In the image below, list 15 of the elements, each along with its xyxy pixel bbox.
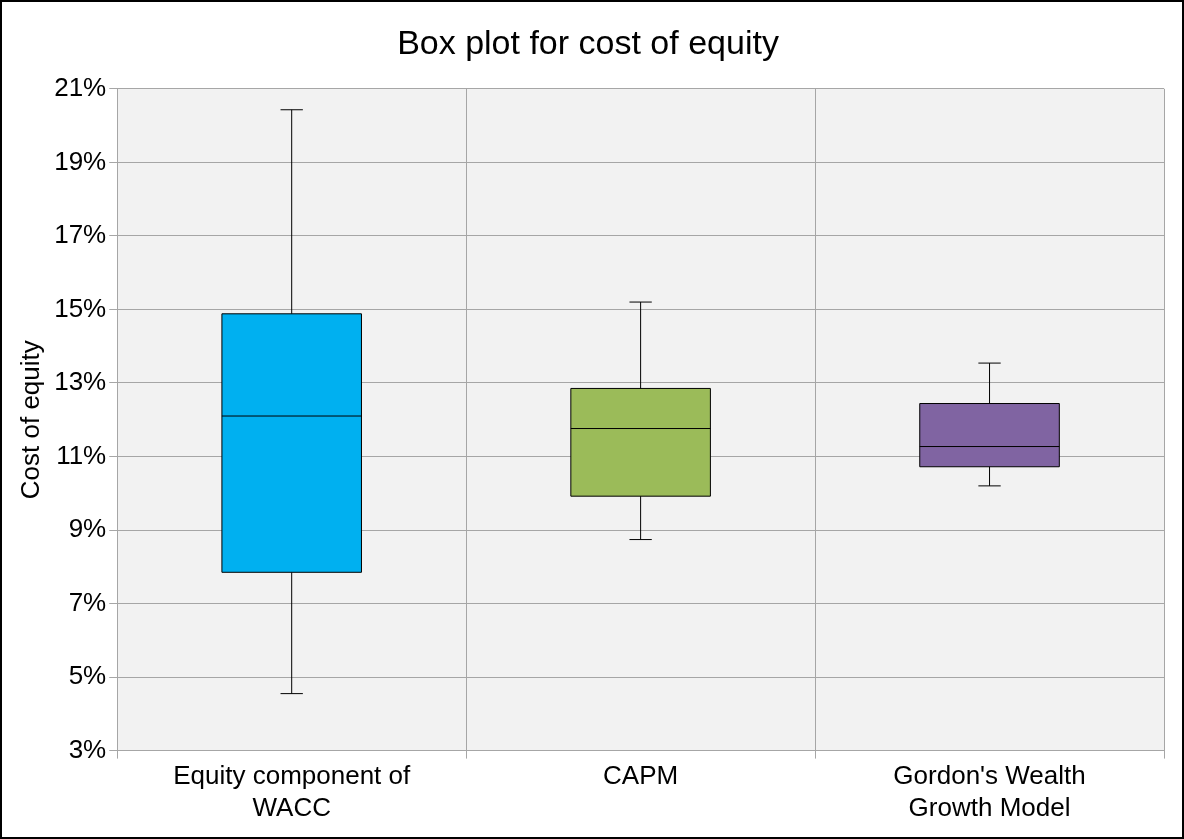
y-tick-label: 5% <box>68 660 107 691</box>
y-tick-label: 13% <box>54 366 107 397</box>
chart-title: Box plot for cost of equity <box>397 22 779 61</box>
x-tick-label: CAPM <box>603 760 679 791</box>
x-tick-label: Gordon's Wealth Growth Model <box>893 760 1086 822</box>
y-tick-label: 21% <box>54 71 107 102</box>
y-tick-label: 19% <box>54 145 107 176</box>
y-tick-label: 9% <box>68 513 107 544</box>
y-axis-title: Cost of equity <box>14 340 45 500</box>
y-tick-label: 15% <box>54 292 107 323</box>
y-tick-label: 17% <box>54 219 107 250</box>
y-tick-label: 3% <box>68 733 107 764</box>
y-tick-label: 11% <box>56 439 107 470</box>
y-tick-label: 7% <box>68 586 107 617</box>
x-tick-label: Equity component of WACC <box>173 760 411 822</box>
